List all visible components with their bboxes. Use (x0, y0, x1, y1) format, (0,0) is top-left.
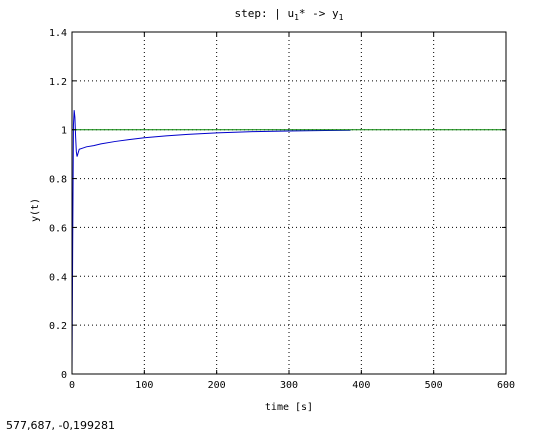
x-tick-label: 200 (208, 380, 226, 391)
x-tick-label: 300 (280, 380, 298, 391)
y-tick-label: 0 (61, 370, 67, 381)
x-tick-label: 600 (497, 380, 515, 391)
series-line-1 (71, 110, 351, 375)
data-series (71, 110, 506, 375)
x-tick-label: 400 (352, 380, 370, 391)
y-tick-label: 0.8 (49, 175, 67, 186)
x-tick-label: 500 (425, 380, 443, 391)
tick-marks (71, 31, 507, 375)
cursor-coordinates: 577,687, -0,199281 (6, 419, 115, 432)
y-tick-label: 1.4 (49, 28, 67, 39)
x-tick-label: 100 (135, 380, 153, 391)
plot-area (72, 32, 506, 374)
y-tick-label: 0.6 (49, 223, 67, 234)
y-tick-label: 0.4 (49, 272, 67, 283)
y-tick-label: 1 (61, 126, 67, 137)
x-tick-label: 0 (69, 380, 75, 391)
chart-title: step: | u1* -> y1 (234, 7, 343, 22)
y-tick-labels: 0 0.2 0.4 0.6 0.8 1 1.2 1.4 (49, 28, 67, 381)
y-tick-label: 1.2 (49, 77, 67, 88)
y-tick-label: 0.2 (49, 321, 67, 332)
y-axis-label: y(t) (30, 198, 41, 222)
x-tick-labels: 0 100 200 300 400 500 600 (69, 380, 515, 391)
x-axis-label: time [s] (265, 402, 313, 413)
